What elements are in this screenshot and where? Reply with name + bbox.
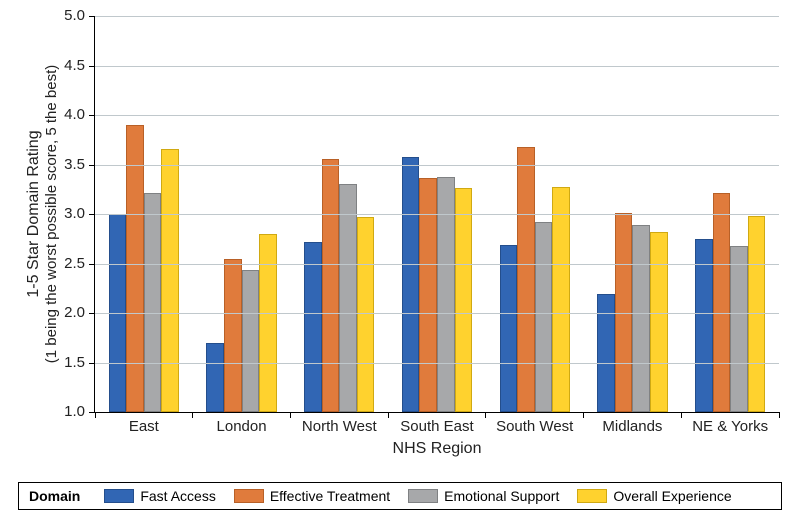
bar [552, 187, 570, 412]
legend-item: Effective Treatment [234, 488, 390, 504]
bar [517, 147, 535, 412]
y-gridline [95, 264, 779, 265]
bar [224, 259, 242, 412]
y-gridline [95, 363, 779, 364]
legend-item: Overall Experience [577, 488, 731, 504]
legend: Domain Fast Access Effective Treatment Emot… [18, 482, 782, 510]
y-gridline [95, 214, 779, 215]
x-tick-label: London [192, 418, 292, 435]
bar [713, 193, 731, 412]
x-tick-label: South East [387, 418, 487, 435]
x-tick-label: NE & Yorks [680, 418, 780, 435]
x-axis-line [95, 412, 779, 413]
bar [597, 294, 615, 412]
x-axis-title: NHS Region [95, 440, 779, 458]
legend-item: Emotional Support [408, 488, 559, 504]
bar [161, 149, 179, 412]
bar [304, 242, 322, 412]
y-axis-title-line: 1-5 Star Domain Rating [24, 16, 43, 412]
bar [339, 184, 357, 412]
y-gridline [95, 66, 779, 67]
bar [144, 193, 162, 412]
bar [242, 270, 260, 412]
legend-label: Fast Access [140, 488, 215, 504]
x-tick-label: North West [289, 418, 389, 435]
y-axis-title-line: (1 being the worst possible score, 5 the… [43, 16, 61, 412]
legend-swatch [234, 489, 264, 503]
bar [632, 225, 650, 412]
y-gridline [95, 165, 779, 166]
y-gridline [95, 313, 779, 314]
y-gridline [95, 16, 779, 17]
bar [535, 222, 553, 412]
legend-swatch [408, 489, 438, 503]
legend-swatch [104, 489, 134, 503]
bar [322, 159, 340, 412]
bar [695, 239, 713, 412]
bar [455, 188, 473, 412]
bar [259, 234, 277, 412]
legend-label: Effective Treatment [270, 488, 390, 504]
bar [357, 217, 375, 412]
legend-label: Emotional Support [444, 488, 559, 504]
x-tick [95, 412, 96, 418]
bar [730, 246, 748, 412]
bar [206, 343, 224, 412]
x-tick-label: East [94, 418, 194, 435]
chart-container: 1.01.52.02.53.03.54.04.55.0EastLondonNor… [0, 0, 799, 518]
y-axis-line [94, 16, 95, 412]
bar [650, 232, 668, 412]
bar [500, 245, 518, 412]
bar [126, 125, 144, 412]
x-tick-label: South West [485, 418, 585, 435]
x-tick-label: Midlands [582, 418, 682, 435]
bar [402, 157, 420, 412]
legend-title: Domain [29, 488, 80, 504]
legend-label: Overall Experience [613, 488, 731, 504]
y-gridline [95, 115, 779, 116]
bar [437, 177, 455, 412]
legend-item: Fast Access [104, 488, 215, 504]
legend-swatch [577, 489, 607, 503]
y-axis-title: 1-5 Star Domain Rating(1 being the worst… [24, 16, 61, 412]
